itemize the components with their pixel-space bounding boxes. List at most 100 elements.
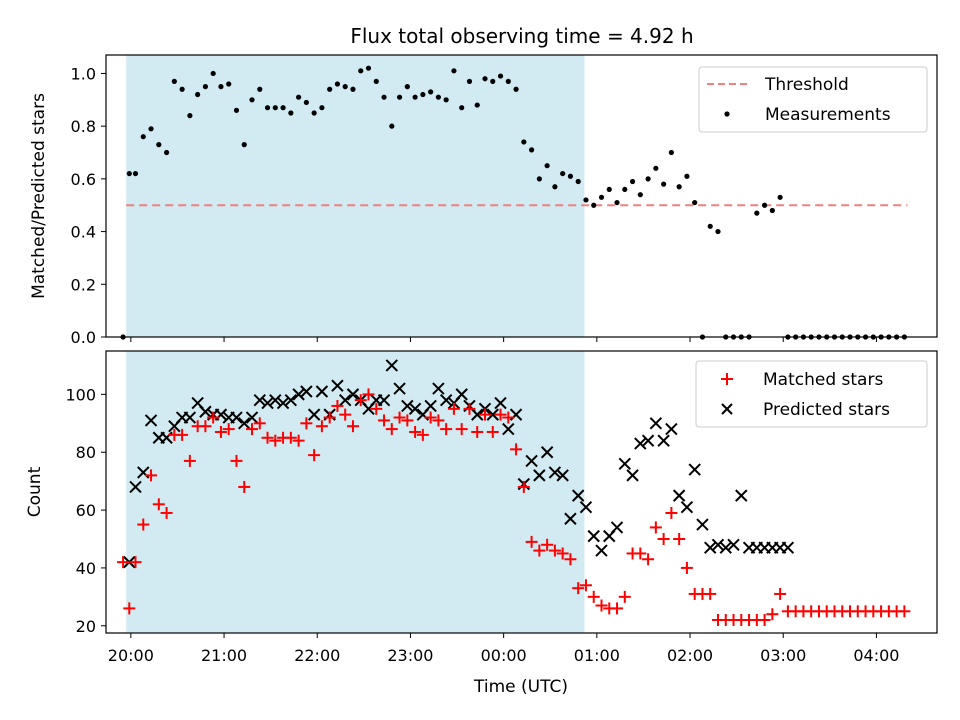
predicted-star-point (401, 399, 414, 413)
measurement-point (140, 134, 146, 140)
measurement-point (544, 163, 550, 169)
measurement-point (365, 65, 372, 71)
predicted-star-point (494, 396, 507, 410)
predicted-star-point (649, 417, 663, 430)
ratio-x-ticks (130, 337, 877, 342)
measurement-point (420, 91, 426, 98)
matched-star-point (214, 425, 227, 438)
matched-star-point (207, 411, 220, 424)
measurement-point (257, 86, 263, 92)
measurement-point (622, 186, 628, 193)
matched-star-point (300, 417, 313, 430)
matched-star-point (642, 553, 655, 566)
measurement-point (668, 149, 674, 156)
matched-star-point (292, 434, 305, 447)
matched-star-point (401, 414, 414, 427)
measurement-point (707, 223, 713, 229)
matched-star-point (657, 533, 670, 545)
measurement-point (210, 70, 216, 77)
measurement-point (342, 84, 348, 90)
legend-threshold-label: Threshold (764, 75, 849, 95)
measurement-point (614, 199, 620, 206)
predicted-star-point (626, 469, 639, 482)
measurement-point (754, 210, 760, 216)
x-tick-label: 03:00 (760, 646, 806, 665)
ratio-y-tick-label: 0.0 (71, 328, 96, 347)
predicted-star-point (393, 382, 406, 395)
measurement-point (505, 78, 511, 84)
matched-star-point (199, 420, 212, 433)
matched-star-point (222, 423, 235, 436)
matched-star-point (579, 579, 592, 592)
predicted-star-point (292, 388, 305, 401)
measurement-point (171, 78, 177, 84)
measurement-point (412, 94, 418, 100)
ratio-y-tick-label: 0.4 (71, 223, 96, 242)
measurement-point (645, 176, 651, 182)
predicted-star-point (269, 393, 282, 407)
observing-span-top (126, 55, 585, 337)
matched-star-point (315, 420, 328, 433)
predicted-star-point (657, 434, 670, 447)
predicted-star-point (540, 446, 554, 459)
measurement-point (311, 110, 317, 116)
measurement-point (521, 139, 527, 145)
matched-star-point (564, 553, 577, 566)
count-y-tick-label: 100 (65, 385, 96, 404)
measurement-point (241, 142, 247, 148)
legend-measurements-swatch (724, 111, 730, 117)
ratio-axes-frame (105, 54, 938, 338)
predicted-star-point (307, 408, 321, 421)
predicted-star-point (680, 500, 694, 514)
matched-star-point (595, 599, 608, 612)
predicted-star-point (238, 417, 251, 430)
measurement-point (303, 99, 309, 106)
measurement-point (435, 94, 441, 100)
measurement-point (536, 176, 542, 182)
matched-star-point (123, 602, 136, 615)
ratio-y-tick-label: 1.0 (71, 64, 96, 83)
predicted-star-point (346, 388, 360, 401)
matched-star-point (587, 590, 600, 603)
matched-star-point (517, 480, 530, 493)
predicted-star-point (331, 379, 344, 392)
predicted-star-point (548, 466, 562, 479)
predicted-star-point (455, 388, 468, 401)
matched-star-point (261, 431, 274, 444)
measurement-point (264, 105, 271, 111)
measurement-point (195, 91, 201, 98)
predicted-star-point (385, 359, 399, 372)
measurement-point (528, 147, 535, 153)
measurement-point (373, 78, 379, 84)
count-y-axis: 20 40 60 80 100 (65, 385, 106, 636)
matched-star-point (618, 590, 631, 603)
matched-star-point (478, 408, 491, 421)
measurement-point (187, 113, 193, 119)
count-y-tick-label: 40 (76, 559, 96, 578)
predicted-star-point (704, 541, 717, 554)
predicted-star-point (377, 393, 391, 407)
matched-star-point (137, 518, 150, 531)
x-tick-label: 23:00 (387, 646, 433, 665)
predicted-star-point (579, 500, 593, 514)
legend-matched-swatch (721, 373, 733, 385)
measurement-point (148, 126, 154, 132)
count-y-tick-label: 60 (76, 501, 96, 520)
measurement-point (249, 97, 255, 103)
measurement-point (591, 202, 597, 208)
predicted-star-point (199, 405, 212, 418)
predicted-star-point (486, 408, 499, 421)
matched-star-point (362, 388, 375, 401)
matched-star-point (230, 454, 243, 467)
predicted-star-point (688, 463, 701, 476)
x-axis-label: Time (UTC) (473, 677, 568, 697)
predicted-star-point (618, 457, 631, 471)
count-legend: Matched stars Predicted stars (695, 360, 928, 428)
matched-star-point (160, 506, 173, 519)
matched-star-point (176, 428, 189, 441)
matched-star-point (378, 414, 391, 427)
predicted-star-point (610, 521, 624, 534)
measurement-point (567, 173, 574, 179)
predicted-star-point (595, 544, 608, 557)
ratio-y-tick-label: 0.2 (71, 275, 96, 294)
